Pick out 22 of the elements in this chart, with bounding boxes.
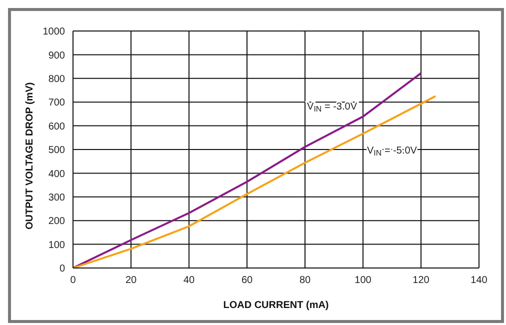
y-tick-label: 400 [48,168,66,180]
x-tick-label: 20 [125,275,137,286]
y-tick-label: 0 [59,264,66,275]
y-tick-label: 1000 [42,26,66,38]
y-tick-label: 500 [48,145,66,156]
x-axis-title: LOAD CURRENT (mA) [223,300,329,311]
x-tick-label: 140 [470,275,488,286]
y-tick-label: 900 [48,50,66,62]
series-label: V$_{IN}$ = -3.0V [307,102,358,114]
y-tick-label: 200 [48,216,66,228]
y-tick-label: 100 [48,240,66,251]
x-tick-label: 120 [412,275,430,286]
x-tick-label: 100 [354,275,372,286]
y-tick-label: 700 [48,98,66,109]
x-tick-label: 60 [241,275,253,286]
y-tick-label: 600 [48,121,66,132]
x-tick-label: 40 [183,275,195,286]
y-axis-title: OUTPUT VOLTAGE DROP (mV) [24,82,36,230]
y-tick-label: 800 [48,74,66,85]
y-tick-label: 300 [48,192,66,204]
x-tick-label: 0 [70,275,76,286]
x-tick-label: 80 [299,275,311,286]
